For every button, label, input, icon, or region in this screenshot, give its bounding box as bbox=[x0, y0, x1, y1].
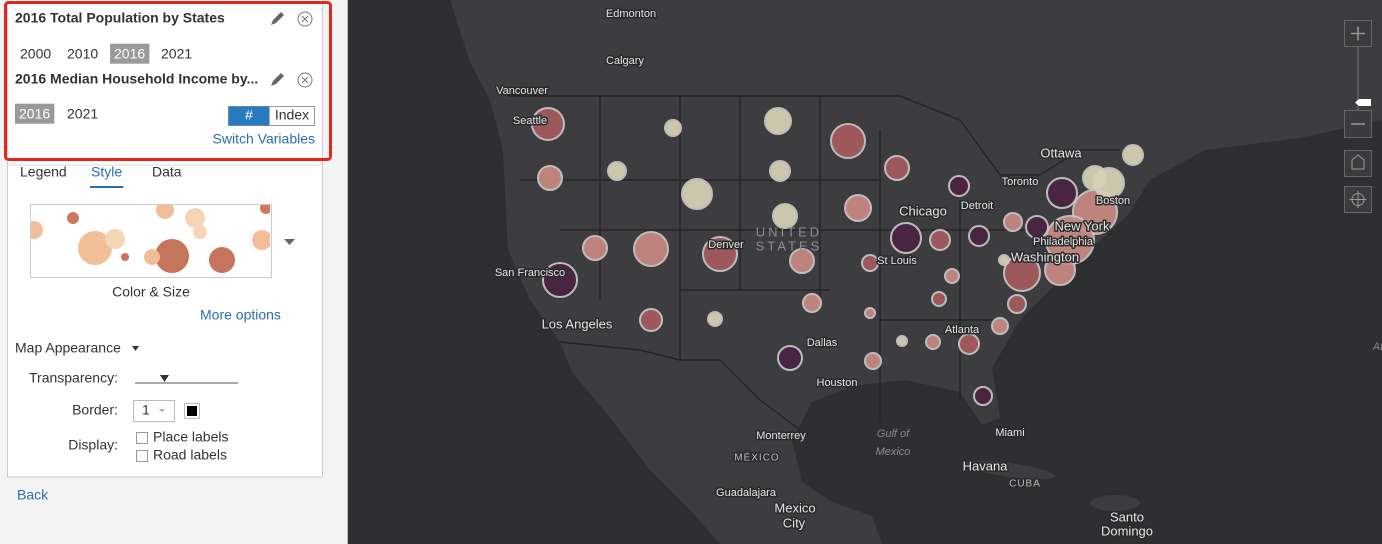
layer-title: 2016 Median Household Income by... bbox=[15, 71, 258, 87]
place-label: Washington bbox=[1011, 249, 1079, 264]
layer-0: 2016 Total Population by States 2000 201… bbox=[15, 10, 313, 64]
place-label: Dallas bbox=[807, 337, 838, 349]
border-select[interactable] bbox=[133, 400, 175, 422]
style-preview[interactable] bbox=[30, 204, 272, 278]
preview-bubbles bbox=[31, 205, 270, 273]
remove-icon[interactable] bbox=[297, 11, 313, 27]
place-label: Boston bbox=[1096, 195, 1130, 207]
place-label: Atlanta bbox=[945, 324, 980, 336]
select-caret bbox=[159, 409, 165, 412]
place-label: Edmonton bbox=[606, 8, 656, 20]
more-options-link[interactable]: More options bbox=[200, 307, 281, 323]
zoom-thumb[interactable] bbox=[1355, 99, 1371, 106]
style-dropdown[interactable] bbox=[284, 239, 295, 245]
style-name: Color & Size bbox=[112, 284, 190, 300]
place-label: Vancouver bbox=[496, 85, 548, 97]
color-fill bbox=[187, 406, 197, 416]
place-label: Santo bbox=[1110, 509, 1144, 524]
water-label: Mexico bbox=[876, 446, 911, 458]
tab[interactable]: Legend bbox=[20, 164, 67, 180]
tab[interactable]: Data bbox=[152, 164, 182, 180]
place-label: City bbox=[783, 515, 806, 530]
place-label: Denver bbox=[708, 239, 744, 251]
place-label: Calgary bbox=[606, 55, 644, 67]
place-label: Los Angeles bbox=[542, 316, 613, 331]
mode-active bbox=[228, 106, 270, 126]
highlight-box bbox=[4, 1, 332, 161]
water-label: Gulf of bbox=[877, 428, 910, 440]
place-label: Philadelphia bbox=[1033, 236, 1094, 248]
year-button[interactable]: 2000 bbox=[20, 46, 51, 62]
bubbles bbox=[531, 107, 1144, 406]
place-label: Houston bbox=[817, 377, 858, 389]
map-controls bbox=[1344, 20, 1372, 213]
locate-button[interactable] bbox=[1344, 186, 1372, 213]
country-label: UNITED bbox=[756, 224, 822, 239]
place-label: Mexico bbox=[774, 500, 815, 515]
field-label: Transparency: bbox=[29, 370, 118, 386]
land bbox=[1090, 495, 1140, 511]
place-label: Domingo bbox=[1101, 523, 1153, 538]
checkbox-label[interactable]: Road labels bbox=[153, 447, 227, 463]
year-selected bbox=[15, 103, 55, 124]
year-selected bbox=[110, 43, 150, 64]
borders bbox=[508, 95, 1120, 431]
place-label: Chicago bbox=[899, 203, 947, 218]
place-label: New York bbox=[1055, 218, 1110, 233]
place-label: CUBA bbox=[1009, 479, 1041, 490]
year-button[interactable]: 2016 bbox=[19, 106, 50, 122]
remove-icon[interactable] bbox=[297, 72, 313, 88]
edit-icon[interactable] bbox=[271, 73, 284, 86]
year-button[interactable]: 2016 bbox=[114, 46, 145, 62]
water-label: At bbox=[1372, 341, 1382, 353]
back-link[interactable]: Back bbox=[17, 487, 49, 503]
place-label: Seattle bbox=[513, 115, 547, 127]
country-label: STATES bbox=[756, 238, 823, 253]
place-label: MÉXICO bbox=[734, 451, 779, 464]
land bbox=[965, 460, 1055, 480]
place-label: San Francisco bbox=[495, 267, 565, 279]
mode-button[interactable]: Index bbox=[275, 107, 309, 123]
checkbox[interactable] bbox=[136, 450, 148, 462]
checkbox-label[interactable]: Place labels bbox=[153, 429, 229, 445]
map-labels: UNITED STATES Edmonton Calgary Vancouver… bbox=[493, 6, 1382, 540]
section-caret[interactable] bbox=[132, 346, 139, 351]
switch-link[interactable]: Switch Variables bbox=[213, 131, 315, 147]
map[interactable]: UNITED STATES Edmonton Calgary Vancouver… bbox=[348, 0, 1382, 544]
layer-1: 2016 Median Household Income by... 2016 … bbox=[15, 71, 315, 126]
place-label: Miami bbox=[995, 427, 1024, 439]
tabs: Legend Style Data bbox=[20, 164, 182, 188]
place-label: Toronto bbox=[1002, 176, 1039, 188]
place-label: Ottawa bbox=[1040, 145, 1082, 160]
checkbox[interactable] bbox=[136, 432, 148, 444]
year-button[interactable]: 2021 bbox=[161, 46, 192, 62]
field-label: Border: bbox=[72, 402, 118, 418]
year-button[interactable]: 2021 bbox=[67, 106, 98, 122]
place-label: Monterrey bbox=[756, 430, 806, 442]
mode-button[interactable]: # bbox=[245, 107, 253, 123]
field-label: Display: bbox=[68, 437, 118, 453]
place-label: Detroit bbox=[961, 200, 993, 212]
place-label: St Louis bbox=[877, 255, 917, 267]
land bbox=[450, 0, 1382, 544]
edit-icon[interactable] bbox=[271, 12, 284, 25]
zoom-out[interactable] bbox=[1344, 110, 1372, 138]
tab[interactable]: Style bbox=[91, 164, 122, 180]
year-button[interactable]: 2010 bbox=[67, 46, 98, 62]
place-label: Havana bbox=[963, 458, 1009, 473]
border-value: 1 bbox=[142, 402, 150, 418]
section-title[interactable]: Map Appearance bbox=[15, 340, 121, 356]
layer-title: 2016 Total Population by States bbox=[15, 10, 225, 26]
slider-thumb[interactable] bbox=[160, 375, 169, 382]
place-label: Guadalajara bbox=[716, 487, 777, 499]
